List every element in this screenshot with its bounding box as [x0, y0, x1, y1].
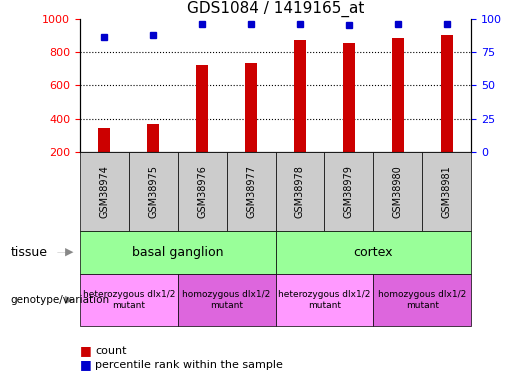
Text: GSM38978: GSM38978: [295, 165, 305, 218]
Title: GDS1084 / 1419165_at: GDS1084 / 1419165_at: [187, 1, 364, 17]
Text: heterozygous dlx1/2
mutant: heterozygous dlx1/2 mutant: [82, 290, 175, 310]
Bar: [196, 65, 208, 152]
Text: GSM38974: GSM38974: [99, 165, 109, 218]
Text: GSM38975: GSM38975: [148, 165, 158, 218]
Text: percentile rank within the sample: percentile rank within the sample: [95, 360, 283, 369]
Bar: [147, 124, 159, 152]
Text: GSM38981: GSM38981: [442, 165, 452, 218]
Text: ■: ■: [80, 358, 92, 371]
Text: GSM38977: GSM38977: [246, 165, 256, 218]
Text: ■: ■: [80, 344, 92, 357]
Text: homozygous dlx1/2
mutant: homozygous dlx1/2 mutant: [182, 290, 271, 310]
Text: GSM38976: GSM38976: [197, 165, 207, 218]
Text: genotype/variation: genotype/variation: [10, 295, 109, 305]
Bar: [441, 34, 453, 152]
Text: cortex: cortex: [354, 246, 393, 259]
Bar: [392, 38, 404, 152]
Text: basal ganglion: basal ganglion: [132, 246, 224, 259]
Text: count: count: [95, 346, 127, 355]
Bar: [98, 128, 110, 152]
Text: heterozygous dlx1/2
mutant: heterozygous dlx1/2 mutant: [278, 290, 371, 310]
Text: tissue: tissue: [10, 246, 47, 259]
Bar: [343, 43, 355, 152]
Bar: [245, 63, 257, 152]
Bar: [294, 39, 306, 152]
Text: GSM38980: GSM38980: [393, 165, 403, 218]
Text: homozygous dlx1/2
mutant: homozygous dlx1/2 mutant: [378, 290, 467, 310]
Text: GSM38979: GSM38979: [344, 165, 354, 218]
